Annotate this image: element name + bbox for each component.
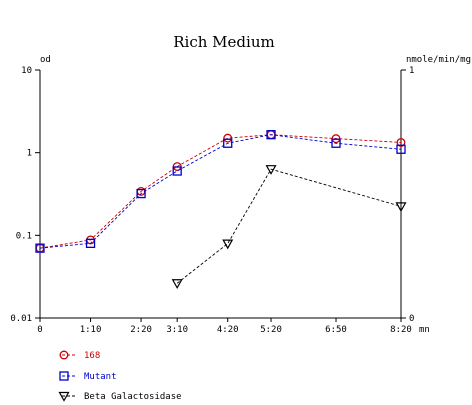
left-axis-ticks: 10 1 0.1 0.01: [10, 66, 40, 324]
x-axis-ticks: 0 1:10 2:20 3:10 4:20 5:20 6:50 8:20 mn: [37, 318, 430, 335]
data-point: [171, 279, 183, 290]
left-axis-label: od: [40, 55, 51, 65]
left-tick-label: 1: [27, 149, 32, 159]
left-tick-label: 10: [21, 66, 32, 76]
series-beta-galactosidase: [171, 165, 407, 290]
legend-label: 168: [84, 351, 100, 361]
data-point: [396, 144, 406, 154]
x-tick-label: 3:10: [166, 325, 188, 335]
data-point: [85, 238, 96, 248]
legend-label: Mutant: [84, 372, 117, 382]
data-point: [266, 130, 276, 140]
left-tick-label: 0.01: [10, 314, 32, 324]
series-line: [176, 168, 402, 284]
data-point: [331, 134, 341, 144]
data-point: [265, 165, 277, 175]
chart-title: Rich Medium: [173, 33, 274, 51]
x-tick-label: 2:20: [130, 325, 152, 335]
right-axis-label: nmole/min/mg: [406, 55, 471, 65]
data-point: [223, 138, 233, 148]
x-tick-label: 4:20: [217, 325, 239, 335]
x-tick-label: 5:20: [260, 325, 282, 335]
right-tick-label: 0: [409, 314, 414, 324]
data-point: [172, 166, 182, 176]
left-tick-label: 0.1: [16, 231, 32, 241]
x-tick-label: 6:50: [325, 325, 347, 335]
legend-item: 168: [59, 350, 100, 361]
data-point: [223, 133, 233, 143]
data-point: [222, 239, 234, 250]
legend-item: Beta Galactosidase: [58, 391, 182, 402]
series-mutant: [35, 130, 406, 253]
data-point: [59, 371, 69, 381]
right-tick-label: 1: [409, 66, 414, 76]
x-tick-label: 0: [37, 325, 42, 335]
data-point: [58, 391, 70, 402]
series-line: [39, 134, 402, 249]
legend-item: Mutant: [59, 371, 117, 382]
right-axis-ticks: 10: [401, 66, 414, 324]
series-layer: [35, 130, 407, 290]
data-point: [136, 188, 146, 199]
x-tick-label: 1:10: [80, 325, 102, 335]
x-axis-unit: mn: [419, 325, 430, 335]
legend-label: Beta Galactosidase: [84, 392, 182, 402]
data-point: [396, 137, 406, 147]
legend: 168 Mutant Beta Galactosidase: [58, 350, 182, 402]
series-line: [39, 134, 402, 249]
data-point: [59, 350, 69, 360]
data-point: [35, 243, 45, 253]
data-point: [395, 202, 407, 213]
data-point: [331, 138, 341, 148]
x-tick-label: 8:20: [390, 325, 412, 335]
